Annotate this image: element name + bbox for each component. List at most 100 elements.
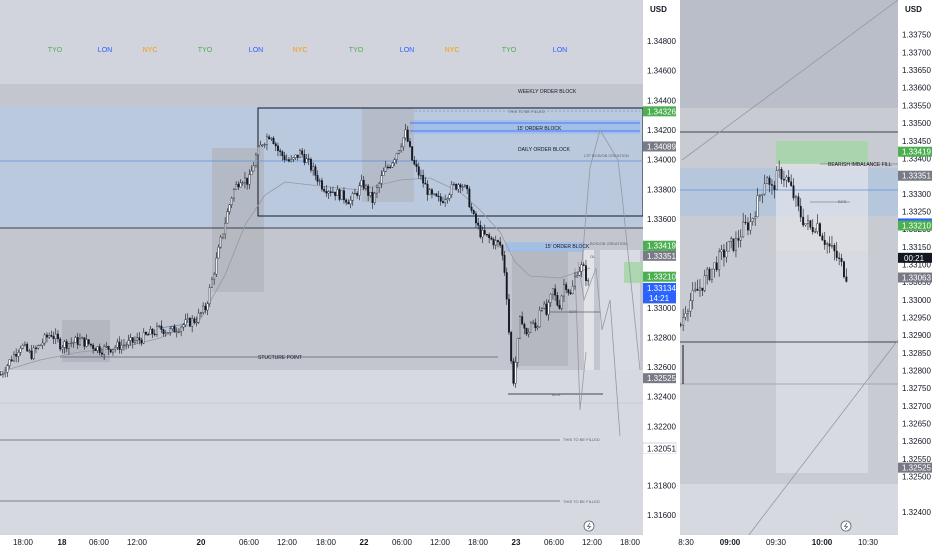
candle-left [259,144,262,148]
candle-right [713,262,716,270]
candle-left [567,289,570,293]
price-label: 1.34089 [647,142,676,151]
candle-left [549,293,552,303]
candle-right [766,177,769,184]
candle-left [204,305,207,311]
candle-right [737,238,740,241]
candle-left [48,335,51,338]
candle-left [340,190,343,200]
candle-left [28,350,31,352]
candle-left [2,373,4,375]
candle-left [74,337,77,343]
candle-left [578,271,581,276]
candle-left [349,200,352,205]
y-tick-label-right: 1.33150 [902,243,931,252]
candle-left [173,326,176,333]
annotation-bos2: BOS [552,392,561,397]
candle-left [316,175,319,182]
candle-left [356,192,359,196]
rp-green-zone [776,141,868,164]
candle-right [845,276,848,282]
candle-left [246,177,249,185]
candle-left [235,184,238,190]
price-label-right: 1.33210 [902,222,931,231]
candle-left [338,189,341,200]
candle-left [228,204,231,212]
candle-left [406,129,409,142]
candle-left [98,346,101,354]
price-label: 1.33351 [647,252,676,261]
candle-left [26,343,29,352]
candle-left [92,344,95,349]
price-label-right: 1.33351 [902,172,931,181]
x-tick-label: 18 [58,538,67,547]
currency-label: USD [650,5,667,14]
candle-right [787,176,790,182]
candle-left [151,328,154,335]
candle-right [696,288,699,291]
candle-right [768,177,771,185]
rp-diagonal-bottom [744,339,899,541]
candle-left [508,298,510,333]
candle-left [448,194,451,199]
candle-left [433,193,436,195]
countdown-right: 00:21 [904,254,925,263]
y-tick-label-right: 1.33100 [902,260,931,269]
candle-left [329,191,332,193]
candle-left [323,189,326,192]
candle-left [481,230,484,238]
candle-left [569,292,572,295]
candle-left [347,202,350,205]
rp-projection-box [776,251,868,473]
candle-left [314,166,317,176]
y-tick-label-right: 1.33450 [902,137,931,146]
candle-left [63,341,66,348]
candle-left [545,303,548,315]
x-tick-label: 18:00 [468,538,489,547]
annotation-structure: STUCTURE POINT [258,355,302,361]
price-label-bg [643,106,676,117]
candle-right [804,223,807,226]
price-label-bg [643,282,676,293]
candle-left [536,326,539,329]
candle-left [164,332,167,334]
candle-right [807,220,809,224]
candle-left [525,328,528,335]
x-tick-label: 22 [360,538,369,547]
candle-left [43,334,46,344]
candle-right [749,221,752,231]
candle-left [177,331,180,333]
candle-right [687,311,689,314]
candle-right [715,262,718,271]
candle-left [215,257,218,275]
y-tick-label-right: 1.33250 [902,207,931,216]
candle-right [759,195,761,197]
candle-left [466,185,469,190]
y-tick-label-right: 1.32900 [902,331,931,340]
y-tick-label-right: 1.32500 [902,472,931,481]
candle-left [457,184,460,190]
candle-left [534,322,537,329]
session-label: NYC [445,47,460,54]
candle-left [413,160,416,165]
y-tick-label: 1.31600 [647,511,676,520]
candle-left [378,183,381,189]
candle-right [819,223,821,237]
y-tick-label-right: 1.33300 [902,190,931,199]
candle-left [389,166,392,169]
x-tick-label-right: 09:30 [766,538,787,547]
annotation-layer: WEEKLY ORDER BLOCK THIS TO BE FILLED 15' O… [48,47,892,504]
candle-left [85,339,88,347]
candle-right [833,245,836,252]
candle-left [336,189,339,196]
candle-left [6,365,9,373]
right-time-axis-bg [680,535,932,550]
x-tick-label-right: 09:00 [720,538,741,547]
candle-left [439,196,442,202]
candle-left [459,184,462,188]
candle-left [125,344,128,346]
candle-left [243,177,246,184]
